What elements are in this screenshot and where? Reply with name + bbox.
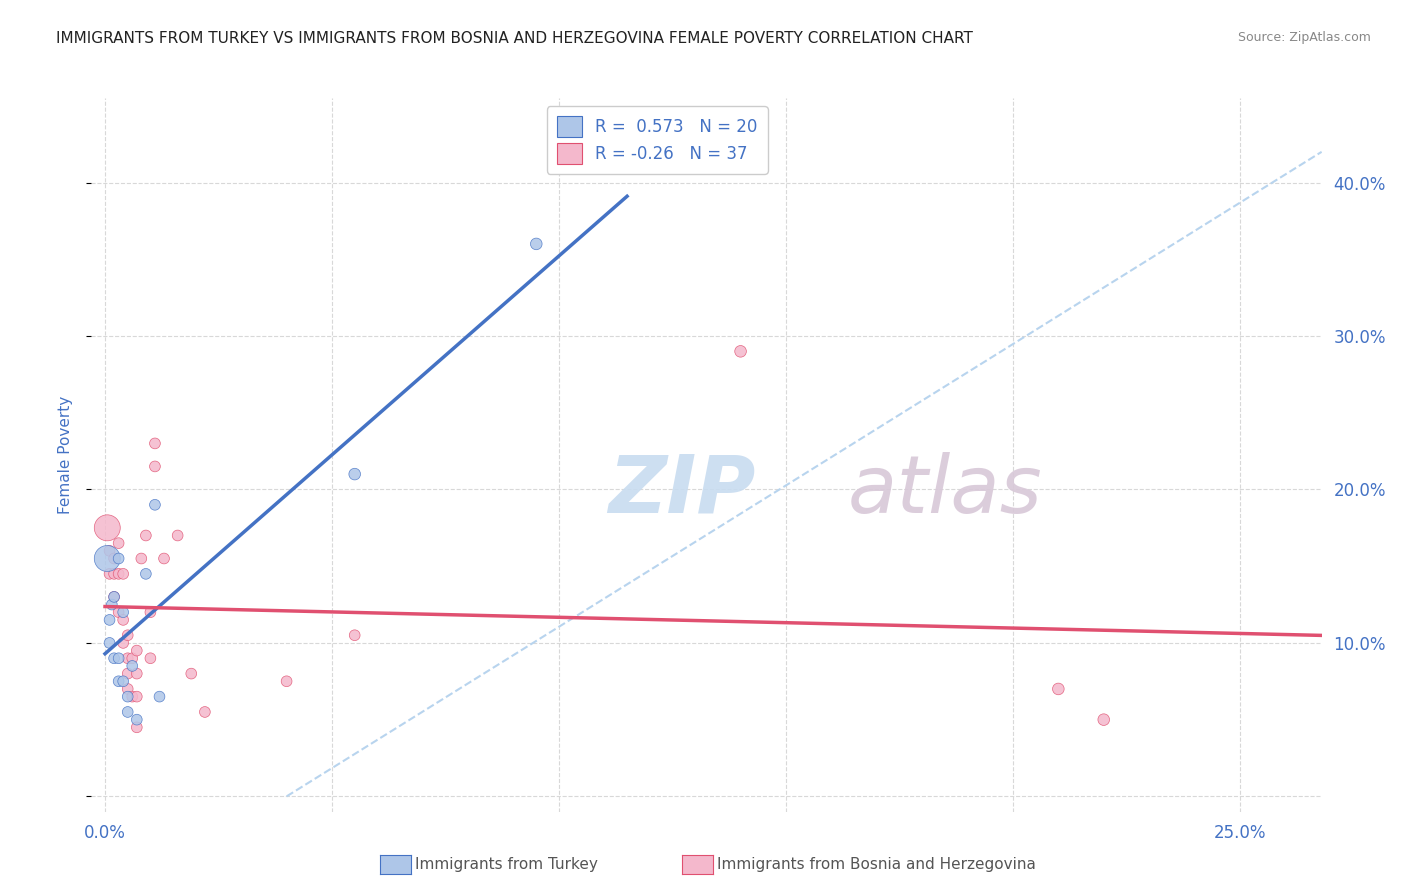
Point	[98, 613, 121, 627]
Point	[135, 528, 157, 542]
Y-axis label: Female Poverty: Female Poverty	[58, 396, 73, 514]
Point	[96, 521, 118, 535]
Text: Immigrants from Turkey: Immigrants from Turkey	[415, 857, 598, 871]
Point	[135, 566, 157, 581]
Point	[96, 551, 118, 566]
Point	[98, 636, 121, 650]
Point	[112, 636, 135, 650]
Point	[103, 566, 125, 581]
Text: IMMIGRANTS FROM TURKEY VS IMMIGRANTS FROM BOSNIA AND HERZEGOVINA FEMALE POVERTY : IMMIGRANTS FROM TURKEY VS IMMIGRANTS FRO…	[56, 31, 973, 46]
Point	[125, 666, 148, 681]
Point	[121, 659, 143, 673]
Point	[121, 651, 143, 665]
Point	[730, 344, 752, 359]
Point	[1047, 681, 1070, 696]
Point	[125, 713, 148, 727]
Point	[139, 605, 162, 619]
Point	[107, 536, 129, 550]
Point	[131, 551, 153, 566]
Point	[153, 551, 176, 566]
Point	[112, 674, 135, 689]
Point	[98, 566, 121, 581]
Point	[107, 605, 129, 619]
Point	[112, 566, 135, 581]
Point	[107, 651, 129, 665]
Point	[107, 551, 129, 566]
Text: atlas: atlas	[848, 451, 1043, 530]
Point	[143, 498, 166, 512]
Point	[112, 613, 135, 627]
Text: Source: ZipAtlas.com: Source: ZipAtlas.com	[1237, 31, 1371, 45]
Point	[103, 651, 125, 665]
Text: ZIP: ZIP	[607, 451, 755, 530]
Point	[139, 651, 162, 665]
Point	[117, 690, 139, 704]
Point	[107, 674, 129, 689]
Point	[117, 628, 139, 642]
Point	[166, 528, 188, 542]
Point	[121, 690, 143, 704]
Point	[103, 590, 125, 604]
Point	[117, 705, 139, 719]
Point	[125, 643, 148, 657]
Point	[524, 236, 547, 251]
Point	[276, 674, 298, 689]
Point	[343, 467, 366, 482]
Legend: R =  0.573   N = 20, R = -0.26   N = 37: R = 0.573 N = 20, R = -0.26 N = 37	[547, 106, 768, 174]
Point	[107, 566, 129, 581]
Point	[101, 598, 124, 612]
Point	[117, 651, 139, 665]
Point	[125, 720, 148, 734]
Point	[148, 690, 170, 704]
Text: Immigrants from Bosnia and Herzegovina: Immigrants from Bosnia and Herzegovina	[717, 857, 1036, 871]
Point	[343, 628, 366, 642]
Point	[143, 436, 166, 450]
Point	[103, 590, 125, 604]
Point	[194, 705, 217, 719]
Point	[1092, 713, 1115, 727]
Point	[143, 459, 166, 474]
Point	[117, 666, 139, 681]
Point	[180, 666, 202, 681]
Point	[98, 544, 121, 558]
Point	[117, 681, 139, 696]
Point	[103, 551, 125, 566]
Point	[112, 605, 135, 619]
Point	[125, 690, 148, 704]
